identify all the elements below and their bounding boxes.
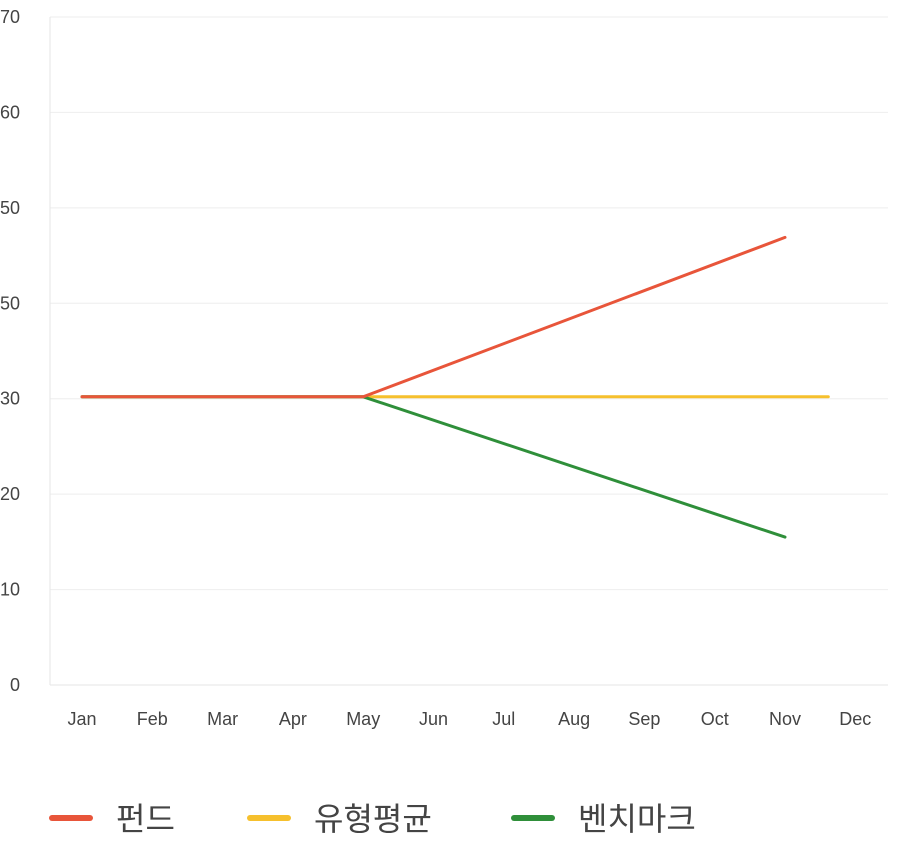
y-tick-label: 60 (0, 102, 20, 122)
legend-item: 펀드 (49, 800, 175, 838)
legend-label: 벤치마크 (578, 800, 696, 838)
legend-label: 유형평균 (314, 800, 432, 838)
y-tick-label: 10 (0, 580, 20, 600)
y-tick-label: 20 (0, 484, 20, 504)
legend-item: 벤치마크 (511, 800, 696, 838)
y-tick-label: 70 (0, 7, 20, 27)
x-axis-tick-labels: Jan Feb Mar Apr May Jun Jul Aug Sep Oct Nov Dec (67, 709, 871, 729)
x-tick-label: Jul (492, 709, 515, 729)
x-tick-label: Sep (628, 709, 660, 729)
x-tick-label: Jun (419, 709, 448, 729)
y-axis-tick-labels: 0 10 20 30 50 50 60 70 (0, 7, 20, 695)
axes (49, 17, 888, 686)
y-tick-label: 50 (0, 293, 20, 313)
legend: 펀드 유형평균 벤치마크 (49, 800, 696, 838)
x-tick-label: Aug (558, 709, 590, 729)
series-line-2 (80, 395, 787, 539)
x-tick-label: Apr (279, 709, 307, 729)
y-tick-label: 0 (10, 675, 20, 695)
x-tick-label: May (346, 709, 380, 729)
x-tick-label: Feb (137, 709, 168, 729)
series-line-0 (80, 235, 787, 399)
legend-item: 유형평균 (247, 800, 432, 838)
x-tick-label: Oct (701, 709, 729, 729)
x-tick-label: Dec (839, 709, 871, 729)
y-tick-label: 50 (0, 198, 20, 218)
x-tick-label: Nov (769, 709, 801, 729)
gridlines (50, 16, 888, 591)
series-lines (80, 235, 830, 539)
x-tick-label: Mar (207, 709, 238, 729)
x-tick-label: Jan (67, 709, 96, 729)
legend-label: 펀드 (116, 800, 175, 838)
y-tick-label: 30 (0, 389, 20, 409)
